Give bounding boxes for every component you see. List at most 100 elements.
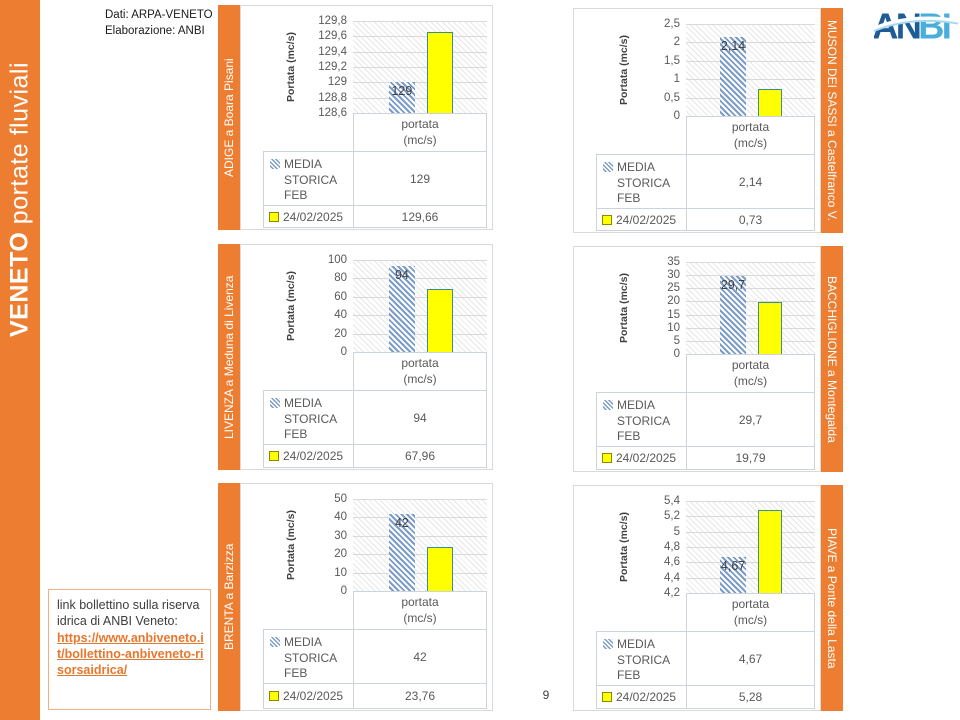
slide-title-region: VENETO [5,224,34,337]
media-storica-bar [388,82,416,113]
chart-box: Portata (mc/s) 129,8 129,6 129,4 129,2 129 128… [240,5,493,230]
chart-box: Portata (mc/s) 5,4 5,2 5 4,8 4,6 4,4 4,2 4,67 por… [573,485,821,711]
table-header-portata: portata (mc/s) [353,352,487,391]
gridline [353,554,487,555]
gridline [353,499,487,500]
media-storica-label: MEDIA STORICA FEB [617,398,670,444]
current-date-label: 24/02/2025 [283,449,344,463]
current-value-bar [757,510,783,593]
gridline [686,532,815,533]
gridline [686,42,815,43]
gridline [353,260,487,261]
gridline [353,52,487,53]
current-date-label: 24/02/2025 [616,451,677,465]
media-storica-legend-swatch [270,637,280,647]
y-axis-ticks: 5,4 5,2 5 4,8 4,6 4,4 4,2 [574,486,680,599]
y-axis-ticks: 129,8 129,6 129,4 129,2 129 128,8 128,6 [241,6,347,119]
y-axis-tick: 40 [334,511,347,524]
legend-current-date: 24/02/2025 [596,685,687,709]
gridline [686,341,815,342]
plot-area: 129 [353,21,487,114]
media-storica-value: 42 [353,629,487,684]
media-storica-legend-swatch [603,639,613,649]
media-storica-bar-label: 2,14 [720,39,746,53]
anbi-logo: AN BI [874,5,958,46]
y-axis-tick: 40 [334,309,347,322]
y-axis-tick: 5 [673,334,680,347]
table-header-portata: portata (mc/s) [353,591,487,630]
current-date-label: 24/02/2025 [616,212,677,227]
legend-current-date: 24/02/2025 [263,683,354,709]
y-axis-ticks: 50 40 30 20 10 0 [241,484,347,597]
y-axis-ticks: 35 30 25 20 15 10 5 0 [574,247,680,360]
y-axis-tick: 5 [673,525,680,538]
station-label-strip: MUSON DEI SASSI a Castelfranco V. [821,8,843,233]
gridline [353,536,487,537]
current-value-bar [757,302,783,354]
bulletin-link-intro: link bollettino sulla riserva idrica di … [57,598,200,629]
station-label: PIAVE a Ponte della Lasta [825,527,839,669]
source-note-line2: Elaborazione: ANBI [105,24,205,37]
legend-media-storica: MEDIA STORICA FEB [596,631,687,686]
station-label: BACCHIGLIONE a Montegalda [825,275,839,443]
media-storica-bar-label: 4,67 [720,559,746,573]
current-value-bar [427,547,453,591]
anbi-logo-swoosh [874,16,958,32]
y-axis-tick: 4,2 [664,587,680,599]
y-axis-tick: 128,8 [318,91,347,104]
plot-area: 94 [353,260,487,353]
gridline [353,67,487,68]
station-label-strip: PIAVE a Ponte della Lasta [821,485,843,711]
table-header-portata: portata (mc/s) [686,593,815,632]
current-date-legend-swatch [269,691,279,701]
y-axis-tick: 20 [334,548,347,561]
gridline [353,82,487,83]
gridline [686,562,815,563]
current-date-label: 24/02/2025 [283,689,344,703]
y-axis-tick: 5,2 [664,510,680,523]
y-axis-tick: 50 [334,493,347,505]
chart-box: Portata (mc/s) 35 30 25 20 15 10 5 0 29,7 portata … [573,246,821,472]
y-axis-tick: 10 [667,321,680,334]
station-label-strip: BACCHIGLIONE a Montegalda [821,246,843,472]
table-header-portata: portata (mc/s) [686,354,815,393]
gridline [686,275,815,276]
y-axis-tick: 100 [327,254,347,266]
bulletin-link-box: link bollettino sulla riserva idrica di … [48,589,211,710]
station-label: LIVENZA a Meduna di Livenza [222,275,236,439]
source-note-line1: Dati: ARPA-VENETO [105,9,213,21]
current-value-bar [427,289,453,352]
y-axis-tick: 0 [340,585,347,597]
media-storica-label: MEDIA STORICA FEB [284,157,337,203]
y-axis-tick: 129,2 [318,61,347,73]
bulletin-link[interactable]: https://www.anbiveneto.it/bollettino-anb… [57,630,204,678]
station-label-strip: LIVENZA a Meduna di Livenza [218,244,240,470]
gridline [686,61,815,62]
media-storica-legend-swatch [270,159,280,169]
media-storica-value: 94 [353,390,487,445]
media-storica-value: 4,67 [686,631,815,686]
legend-current-date: 24/02/2025 [263,205,354,228]
media-storica-bar-label: 129 [391,84,413,98]
media-storica-value: 29,7 [686,392,815,447]
station-label: ADIGE a Boara Pisani [222,58,236,177]
y-axis-tick: 129,8 [318,15,347,27]
y-axis-tick: 128,6 [318,107,347,119]
media-storica-bar [720,276,746,354]
y-axis-tick: 1 [673,73,680,86]
media-storica-bar [720,557,746,593]
legend-media-storica: MEDIA STORICA FEB [596,392,687,447]
gridline [353,334,487,335]
station-label: MUSON DEI SASSI a Castelfranco V. [825,20,839,221]
y-axis-tick: 0 [340,346,347,358]
chart-box: Portata (mc/s) 2,5 2 1,5 1 0,5 0 2,14 portata (m… [573,8,821,233]
y-axis-tick: 2,5 [664,18,680,30]
plot-area: 4,67 [686,501,815,594]
gridline [353,98,487,99]
chart-panel-4: Portata (mc/s) 35 30 25 20 15 10 5 0 29,7 portata … [573,246,843,472]
chart-panel-3: LIVENZA a Meduna di Livenza Portata (mc/s… [218,244,493,470]
station-label-strip: BRENTA a Barzizza [218,483,240,711]
media-storica-bar-label: 29,7 [720,278,746,292]
gridline [686,301,815,302]
legend-current-date: 24/02/2025 [596,208,687,231]
